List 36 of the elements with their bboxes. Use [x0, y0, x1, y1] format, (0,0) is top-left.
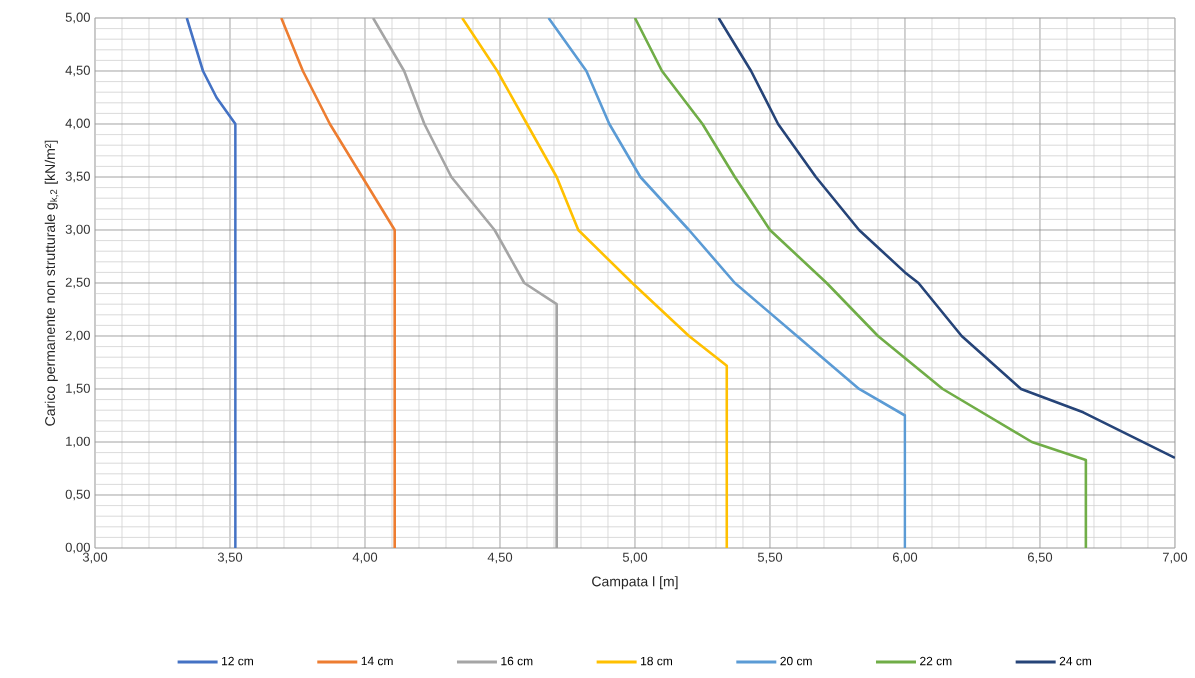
y-tick-label: 4,50 [65, 65, 90, 77]
y-axis-title: Carico permanente non strutturale g$_{k,2}$ [kN/m²] [44, 140, 59, 426]
x-tick-label: 4,50 [487, 552, 513, 564]
legend-label: 16 cm [501, 656, 533, 666]
legend-label: 14 cm [361, 656, 393, 666]
x-tick-label: 4,00 [352, 552, 378, 564]
line-series [371, 18, 558, 548]
x-tick-label: 3,50 [217, 552, 243, 564]
line-series [185, 18, 237, 548]
x-tick-label: 7,00 [1162, 552, 1188, 564]
legend-label: 20 cm [780, 656, 812, 666]
line-series [279, 18, 396, 548]
legend-label: 18 cm [641, 656, 673, 666]
legend-label: 12 cm [222, 656, 253, 666]
y-tick-label: 3,50 [65, 171, 90, 183]
legend-label: 24 cm [1059, 656, 1092, 666]
line-series [633, 18, 1088, 548]
y-tick-label: 3,00 [65, 224, 90, 236]
legend-label: 22 cm [920, 656, 952, 666]
y-tick-label: 1,00 [66, 436, 90, 448]
x-tick-label: 5,50 [757, 552, 783, 564]
y-tick-label: 4,00 [65, 118, 90, 130]
x-tick-label: 5,00 [622, 552, 648, 564]
line-series [460, 18, 729, 548]
y-tick-label: 5,00 [65, 12, 90, 24]
y-tick-label: 0,50 [65, 489, 90, 501]
x-tick-label: 3,00 [82, 552, 108, 564]
x-tick-label: 6,50 [1027, 552, 1053, 564]
y-tick-label: 1,50 [66, 383, 90, 395]
x-tick-label: 6,00 [892, 552, 918, 564]
y-tick-label: 2,50 [65, 277, 90, 289]
y-tick-label: 2,00 [65, 330, 90, 342]
line-series [717, 18, 1175, 460]
line-series [547, 18, 907, 548]
y-tick-label: 0,00 [65, 542, 90, 554]
x-axis-title: Campata l [m] [592, 576, 678, 590]
